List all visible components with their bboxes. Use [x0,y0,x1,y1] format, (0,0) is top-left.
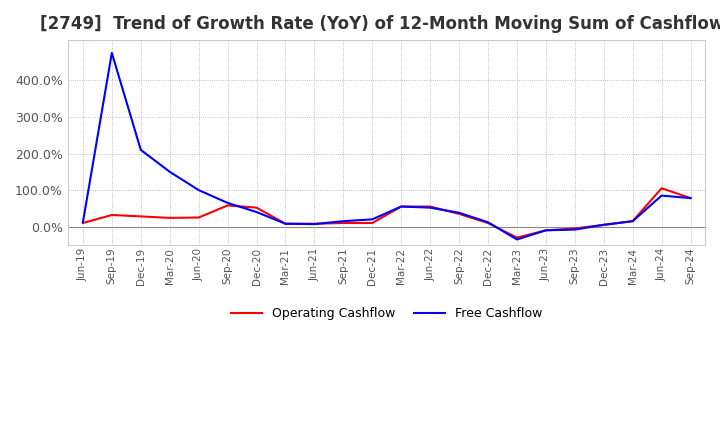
Operating Cashflow [426,204,434,209]
Free Cashflow [339,219,348,224]
Free Cashflow [657,193,666,198]
Operating Cashflow [455,211,464,216]
Free Cashflow [223,200,232,205]
Free Cashflow [426,205,434,210]
Operating Cashflow [657,186,666,191]
Free Cashflow [310,221,319,227]
Free Cashflow [686,195,695,201]
Free Cashflow [600,222,608,227]
Operating Cashflow [629,219,637,224]
Line: Operating Cashflow: Operating Cashflow [83,188,690,238]
Operating Cashflow [339,220,348,226]
Free Cashflow [107,50,116,55]
Line: Free Cashflow: Free Cashflow [83,53,690,239]
Operating Cashflow [252,205,261,210]
Operating Cashflow [686,195,695,201]
Operating Cashflow [194,215,203,220]
Free Cashflow [455,210,464,216]
Free Cashflow [397,204,405,209]
Operating Cashflow [570,226,579,231]
Legend: Operating Cashflow, Free Cashflow: Operating Cashflow, Free Cashflow [225,302,548,325]
Operating Cashflow [107,213,116,218]
Free Cashflow [78,220,87,225]
Operating Cashflow [541,227,550,233]
Operating Cashflow [513,235,521,240]
Title: [2749]  Trend of Growth Rate (YoY) of 12-Month Moving Sum of Cashflows: [2749] Trend of Growth Rate (YoY) of 12-… [40,15,720,33]
Operating Cashflow [484,220,492,226]
Operating Cashflow [310,221,319,226]
Operating Cashflow [223,203,232,208]
Free Cashflow [541,227,550,233]
Free Cashflow [629,219,637,224]
Free Cashflow [513,237,521,242]
Free Cashflow [484,220,492,225]
Free Cashflow [252,209,261,215]
Free Cashflow [137,147,145,153]
Free Cashflow [570,227,579,232]
Free Cashflow [194,187,203,193]
Operating Cashflow [600,222,608,227]
Operating Cashflow [78,220,87,226]
Operating Cashflow [137,214,145,219]
Operating Cashflow [397,204,405,209]
Operating Cashflow [281,221,289,226]
Operating Cashflow [368,220,377,226]
Operating Cashflow [166,215,174,220]
Free Cashflow [166,169,174,174]
Free Cashflow [281,221,289,226]
Free Cashflow [368,217,377,222]
